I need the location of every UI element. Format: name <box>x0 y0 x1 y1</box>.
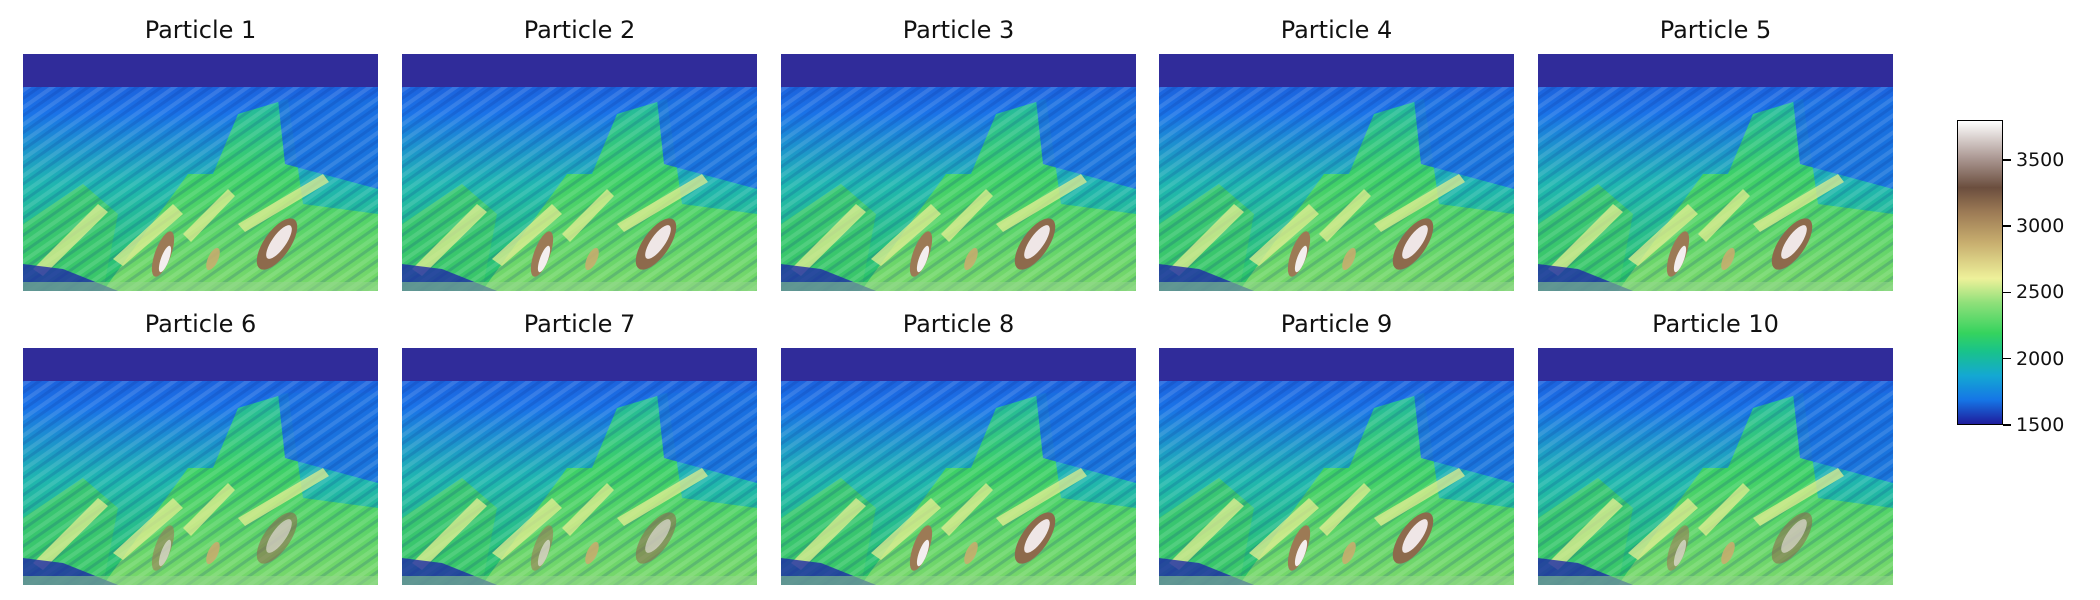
velocity-model-image <box>23 348 378 585</box>
particle-panel: Particle 10 <box>1538 310 1893 586</box>
velocity-model-image <box>402 348 757 585</box>
velocity-model-image <box>1538 54 1893 291</box>
colorbar-tick-label: 3000 <box>2016 215 2065 238</box>
colorbar-tick-mark <box>2003 291 2011 294</box>
colorbar-tick-label: 1500 <box>2016 414 2065 436</box>
velocity-model-image <box>402 54 757 291</box>
colorbar-tick-mark <box>2003 424 2011 426</box>
colorbar <box>1957 120 2003 425</box>
colorbar-tick-label: 3500 <box>2016 148 2065 171</box>
panel-title: Particle 7 <box>523 310 636 338</box>
particle-panel: Particle 7 <box>402 310 757 586</box>
panel-title: Particle 10 <box>1652 310 1779 338</box>
velocity-model-image <box>1159 348 1514 585</box>
panel-title: Particle 2 <box>523 16 636 44</box>
panel-title: Particle 8 <box>902 310 1015 338</box>
velocity-model-image <box>23 54 378 291</box>
velocity-model-image <box>781 54 1136 291</box>
panel-title: Particle 4 <box>1280 16 1393 44</box>
velocity-model-image <box>781 348 1136 585</box>
particle-panel: Particle 5 <box>1538 16 1893 292</box>
particle-panel: Particle 2 <box>402 16 757 292</box>
particle-panel: Particle 6 <box>23 310 378 586</box>
panel-title: Particle 5 <box>1659 16 1772 44</box>
velocity-model-image <box>1538 348 1893 585</box>
particle-panel: Particle 9 <box>1159 310 1514 586</box>
colorbar-tick-mark <box>2003 357 2011 360</box>
particle-panel: Particle 8 <box>781 310 1136 586</box>
particle-panel: Particle 1 <box>23 16 378 292</box>
colorbar-tick-mark <box>2003 225 2011 227</box>
panel-title: Particle 6 <box>144 310 257 338</box>
velocity-model-image <box>1159 54 1514 291</box>
particle-panel: Particle 3 <box>781 16 1136 292</box>
panel-title: Particle 1 <box>144 16 257 44</box>
colorbar-tick-label: 2000 <box>2016 347 2065 370</box>
colorbar-tick-mark <box>2003 159 2011 161</box>
panel-title: Particle 9 <box>1280 310 1393 338</box>
particle-panel: Particle 4 <box>1159 16 1514 292</box>
panel-title: Particle 3 <box>902 16 1015 44</box>
colorbar-tick-label: 2500 <box>2016 281 2065 304</box>
